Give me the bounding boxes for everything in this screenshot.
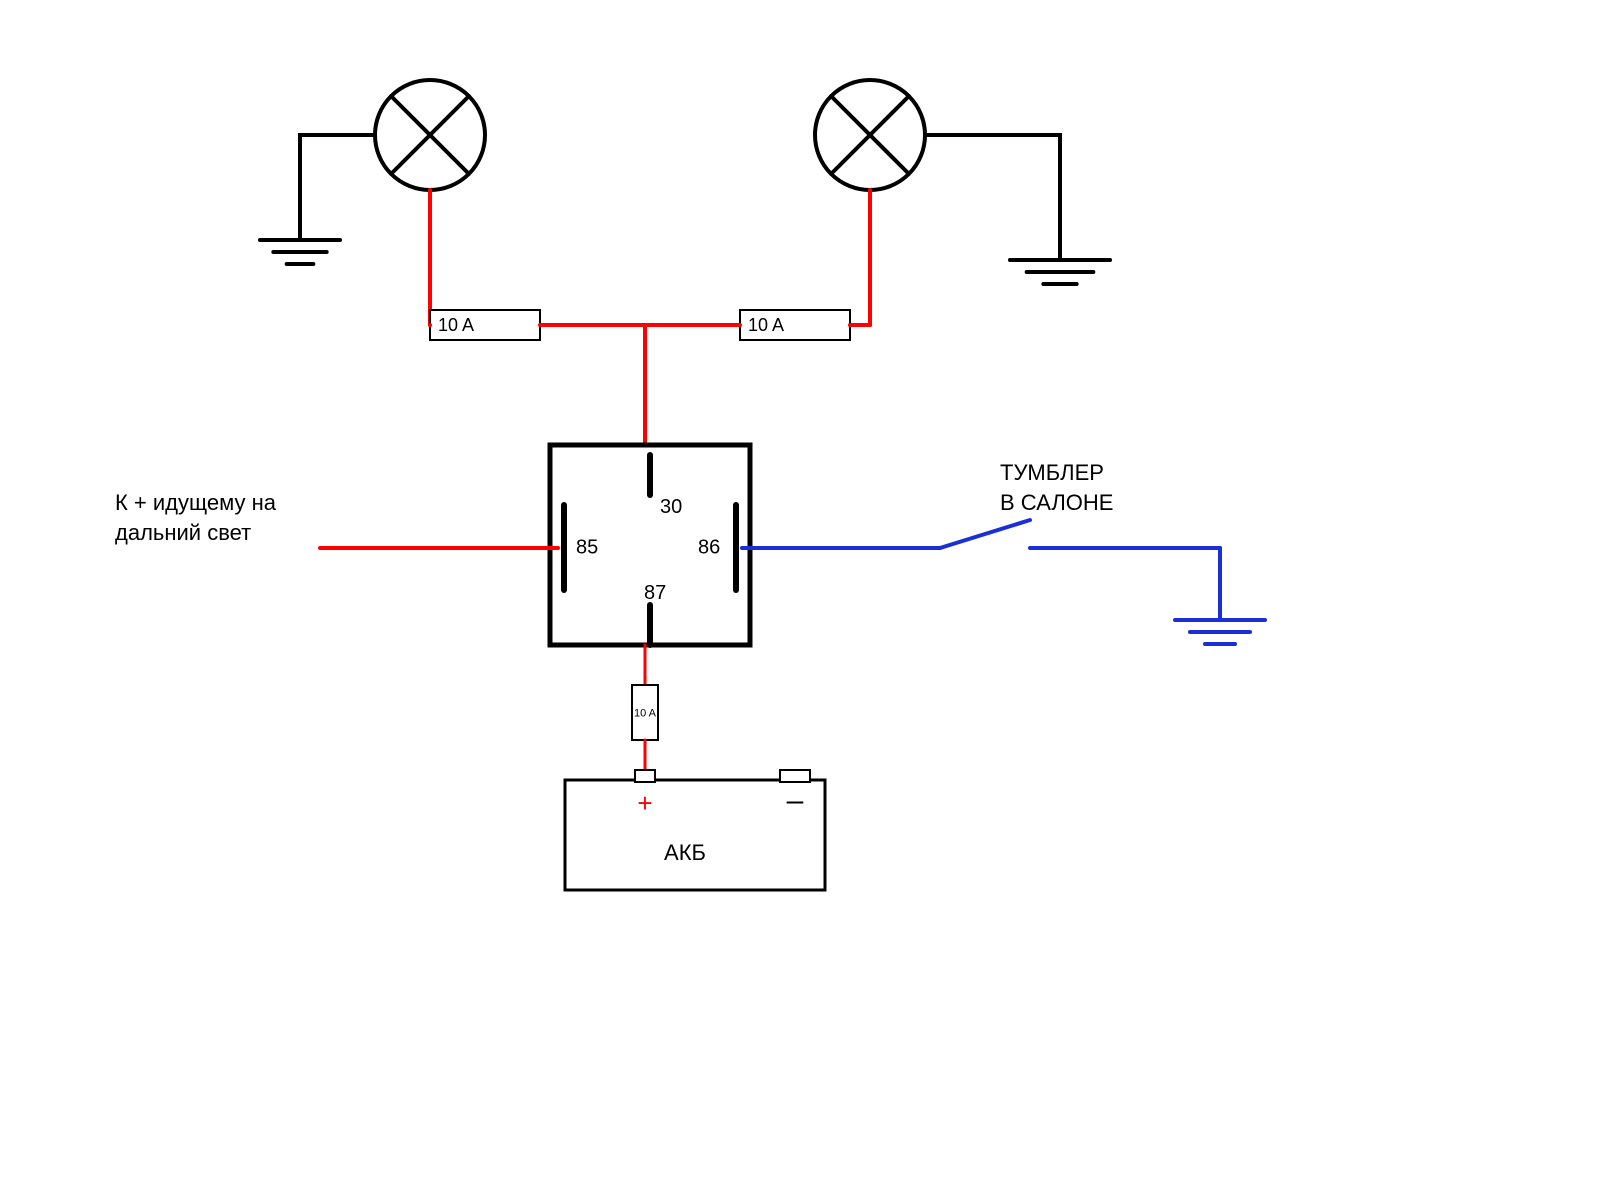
relay-pin-87-label: 87 (644, 582, 666, 604)
ground-blue (1175, 548, 1265, 644)
ground-left (260, 135, 375, 264)
wiring-diagram: 10 A 10 A 30 85 86 87 10 A + (0, 0, 1600, 1200)
fuse-right: 10 A (740, 310, 850, 340)
fuse-left: 10 A (430, 310, 540, 340)
relay-pin-30-label: 30 (660, 496, 682, 518)
ground-right (925, 135, 1110, 284)
note-left-line1: К + идущему на (115, 490, 277, 515)
relay-pin-86-label: 86 (698, 537, 720, 559)
relay: 30 85 86 87 (550, 445, 750, 645)
battery-label: АКБ (664, 840, 706, 865)
toggle-switch (940, 520, 1030, 548)
relay-pin-85-label: 85 (576, 537, 598, 559)
fuse-bottom: 10 A (632, 685, 658, 740)
note-right-line2: В САЛОНЕ (1000, 490, 1113, 515)
fuse-right-label: 10 A (748, 315, 784, 335)
fuse-left-label: 10 A (438, 315, 474, 335)
lamp-right (815, 80, 925, 190)
note-left-line2: дальний свет (115, 520, 251, 545)
battery-minus: – (787, 784, 804, 817)
lamp-left (375, 80, 485, 190)
battery: + – АКБ (565, 770, 825, 890)
note-right-line1: ТУМБЛЕР (1000, 460, 1104, 485)
battery-plus: + (637, 788, 652, 818)
fuse-bottom-label: 10 A (634, 708, 657, 720)
